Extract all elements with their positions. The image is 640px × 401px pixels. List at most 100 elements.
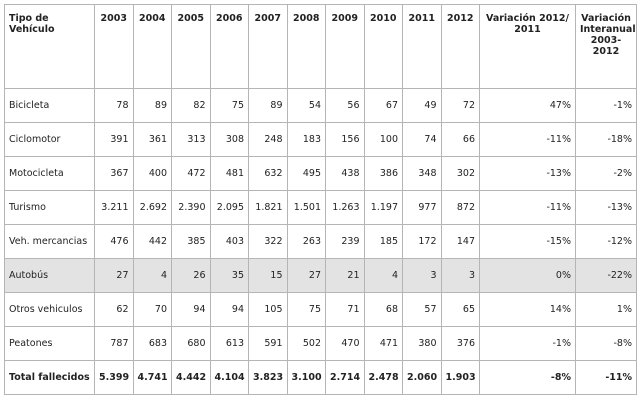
cell: -2% bbox=[575, 156, 637, 191]
cell: -11% bbox=[479, 122, 576, 157]
cell: 172 bbox=[402, 224, 442, 259]
cell: 977 bbox=[402, 190, 442, 225]
cell: 75 bbox=[209, 88, 249, 123]
cell: 67 bbox=[363, 88, 403, 123]
cell: 156 bbox=[325, 122, 365, 157]
cell: 308 bbox=[209, 122, 249, 157]
cell: 78 bbox=[94, 88, 134, 123]
cell: 632 bbox=[248, 156, 288, 191]
cell: 376 bbox=[440, 326, 480, 361]
cell: 89 bbox=[248, 88, 288, 123]
fatalities-table: Tipo de Vehículo 2003 2004 2005 2006 2007 2008… bbox=[4, 4, 637, 395]
cell: 322 bbox=[248, 224, 288, 259]
cell: 361 bbox=[132, 122, 172, 157]
cell: 613 bbox=[209, 326, 249, 361]
cell: 680 bbox=[171, 326, 211, 361]
cell: 4.104 bbox=[209, 360, 249, 395]
cell: 683 bbox=[132, 326, 172, 361]
cell: 105 bbox=[248, 292, 288, 327]
cell: 100 bbox=[363, 122, 403, 157]
row-label: Otros vehiculos bbox=[4, 292, 95, 327]
cell: 2.390 bbox=[171, 190, 211, 225]
cell: 302 bbox=[440, 156, 480, 191]
cell: -8% bbox=[479, 360, 576, 395]
header-cell: Variación Interanual 2003-2012 bbox=[575, 4, 637, 89]
cell: 263 bbox=[286, 224, 326, 259]
cell: 4.741 bbox=[132, 360, 172, 395]
cell: 1.903 bbox=[440, 360, 480, 395]
cell: 3.100 bbox=[286, 360, 326, 395]
header-row: Tipo de Vehículo 2003 2004 2005 2006 2007 2008… bbox=[4, 4, 637, 89]
cell: 4.442 bbox=[171, 360, 211, 395]
header-cell: 2005 bbox=[171, 4, 211, 89]
cell: 470 bbox=[325, 326, 365, 361]
cell: 2.478 bbox=[363, 360, 403, 395]
cell: 74 bbox=[402, 122, 442, 157]
cell: 248 bbox=[248, 122, 288, 157]
header-cell: 2009 bbox=[325, 4, 365, 89]
header-cell: Variación 2012/ 2011 bbox=[479, 4, 576, 89]
table-row: Motocicleta 367 400 472 481 632 495 438 386 348 30… bbox=[4, 156, 637, 191]
cell: 1.197 bbox=[363, 190, 403, 225]
header-cell: 2012 bbox=[440, 4, 480, 89]
cell: 380 bbox=[402, 326, 442, 361]
cell: 403 bbox=[209, 224, 249, 259]
row-label: Autobús bbox=[4, 258, 95, 293]
cell: 3 bbox=[440, 258, 480, 293]
cell: 400 bbox=[132, 156, 172, 191]
cell: 471 bbox=[363, 326, 403, 361]
header-cell: Tipo de Vehículo bbox=[4, 4, 95, 89]
cell: 49 bbox=[402, 88, 442, 123]
cell: 27 bbox=[94, 258, 134, 293]
cell: 21 bbox=[325, 258, 365, 293]
cell: -8% bbox=[575, 326, 637, 361]
cell: 4 bbox=[132, 258, 172, 293]
table-row: Peatones 787 683 680 613 591 502 470 471 380 376 -1… bbox=[4, 326, 637, 361]
row-label: Ciclomotor bbox=[4, 122, 95, 157]
cell: 147 bbox=[440, 224, 480, 259]
cell: -13% bbox=[575, 190, 637, 225]
header-cell: 2003 bbox=[94, 4, 134, 89]
cell: 872 bbox=[440, 190, 480, 225]
row-label: Veh. mercancias bbox=[4, 224, 95, 259]
cell: 54 bbox=[286, 88, 326, 123]
row-label: Motocicleta bbox=[4, 156, 95, 191]
cell: 0% bbox=[479, 258, 576, 293]
cell: 313 bbox=[171, 122, 211, 157]
header-cell: 2007 bbox=[248, 4, 288, 89]
table-row: Veh. mercancias 476 442 385 403 322 263 239 185 1… bbox=[4, 224, 637, 259]
cell: -1% bbox=[575, 88, 637, 123]
cell: 438 bbox=[325, 156, 365, 191]
cell: 82 bbox=[171, 88, 211, 123]
cell: 239 bbox=[325, 224, 365, 259]
table-row: Otros vehiculos 62 70 94 94 105 75 71 68 57 65 14% 1… bbox=[4, 292, 637, 327]
cell: 442 bbox=[132, 224, 172, 259]
cell: 386 bbox=[363, 156, 403, 191]
cell: 476 bbox=[94, 224, 134, 259]
cell: -1% bbox=[479, 326, 576, 361]
cell: 185 bbox=[363, 224, 403, 259]
cell: 2.714 bbox=[325, 360, 365, 395]
cell: 56 bbox=[325, 88, 365, 123]
cell: 89 bbox=[132, 88, 172, 123]
cell: 787 bbox=[94, 326, 134, 361]
cell: 71 bbox=[325, 292, 365, 327]
cell: 68 bbox=[363, 292, 403, 327]
cell: 1.821 bbox=[248, 190, 288, 225]
cell: 481 bbox=[209, 156, 249, 191]
cell: 2.095 bbox=[209, 190, 249, 225]
cell: 5.399 bbox=[94, 360, 134, 395]
cell: 502 bbox=[286, 326, 326, 361]
cell: 1.263 bbox=[325, 190, 365, 225]
cell: 3.211 bbox=[94, 190, 134, 225]
table-row: Total fallecidos 5.399 4.741 4.442 4.104 3.82… bbox=[4, 360, 637, 395]
cell: 495 bbox=[286, 156, 326, 191]
cell: 3 bbox=[402, 258, 442, 293]
cell: 35 bbox=[209, 258, 249, 293]
header-cell: 2008 bbox=[286, 4, 326, 89]
cell: -13% bbox=[479, 156, 576, 191]
cell: 4 bbox=[363, 258, 403, 293]
table-body: Bicicleta 78 89 82 75 89 54 56 67 49 72 47% -1% Ciclo… bbox=[4, 88, 637, 395]
table-container: Tipo de Vehículo 2003 2004 2005 2006 2007 2008… bbox=[4, 4, 637, 395]
header-cell: 2006 bbox=[209, 4, 249, 89]
